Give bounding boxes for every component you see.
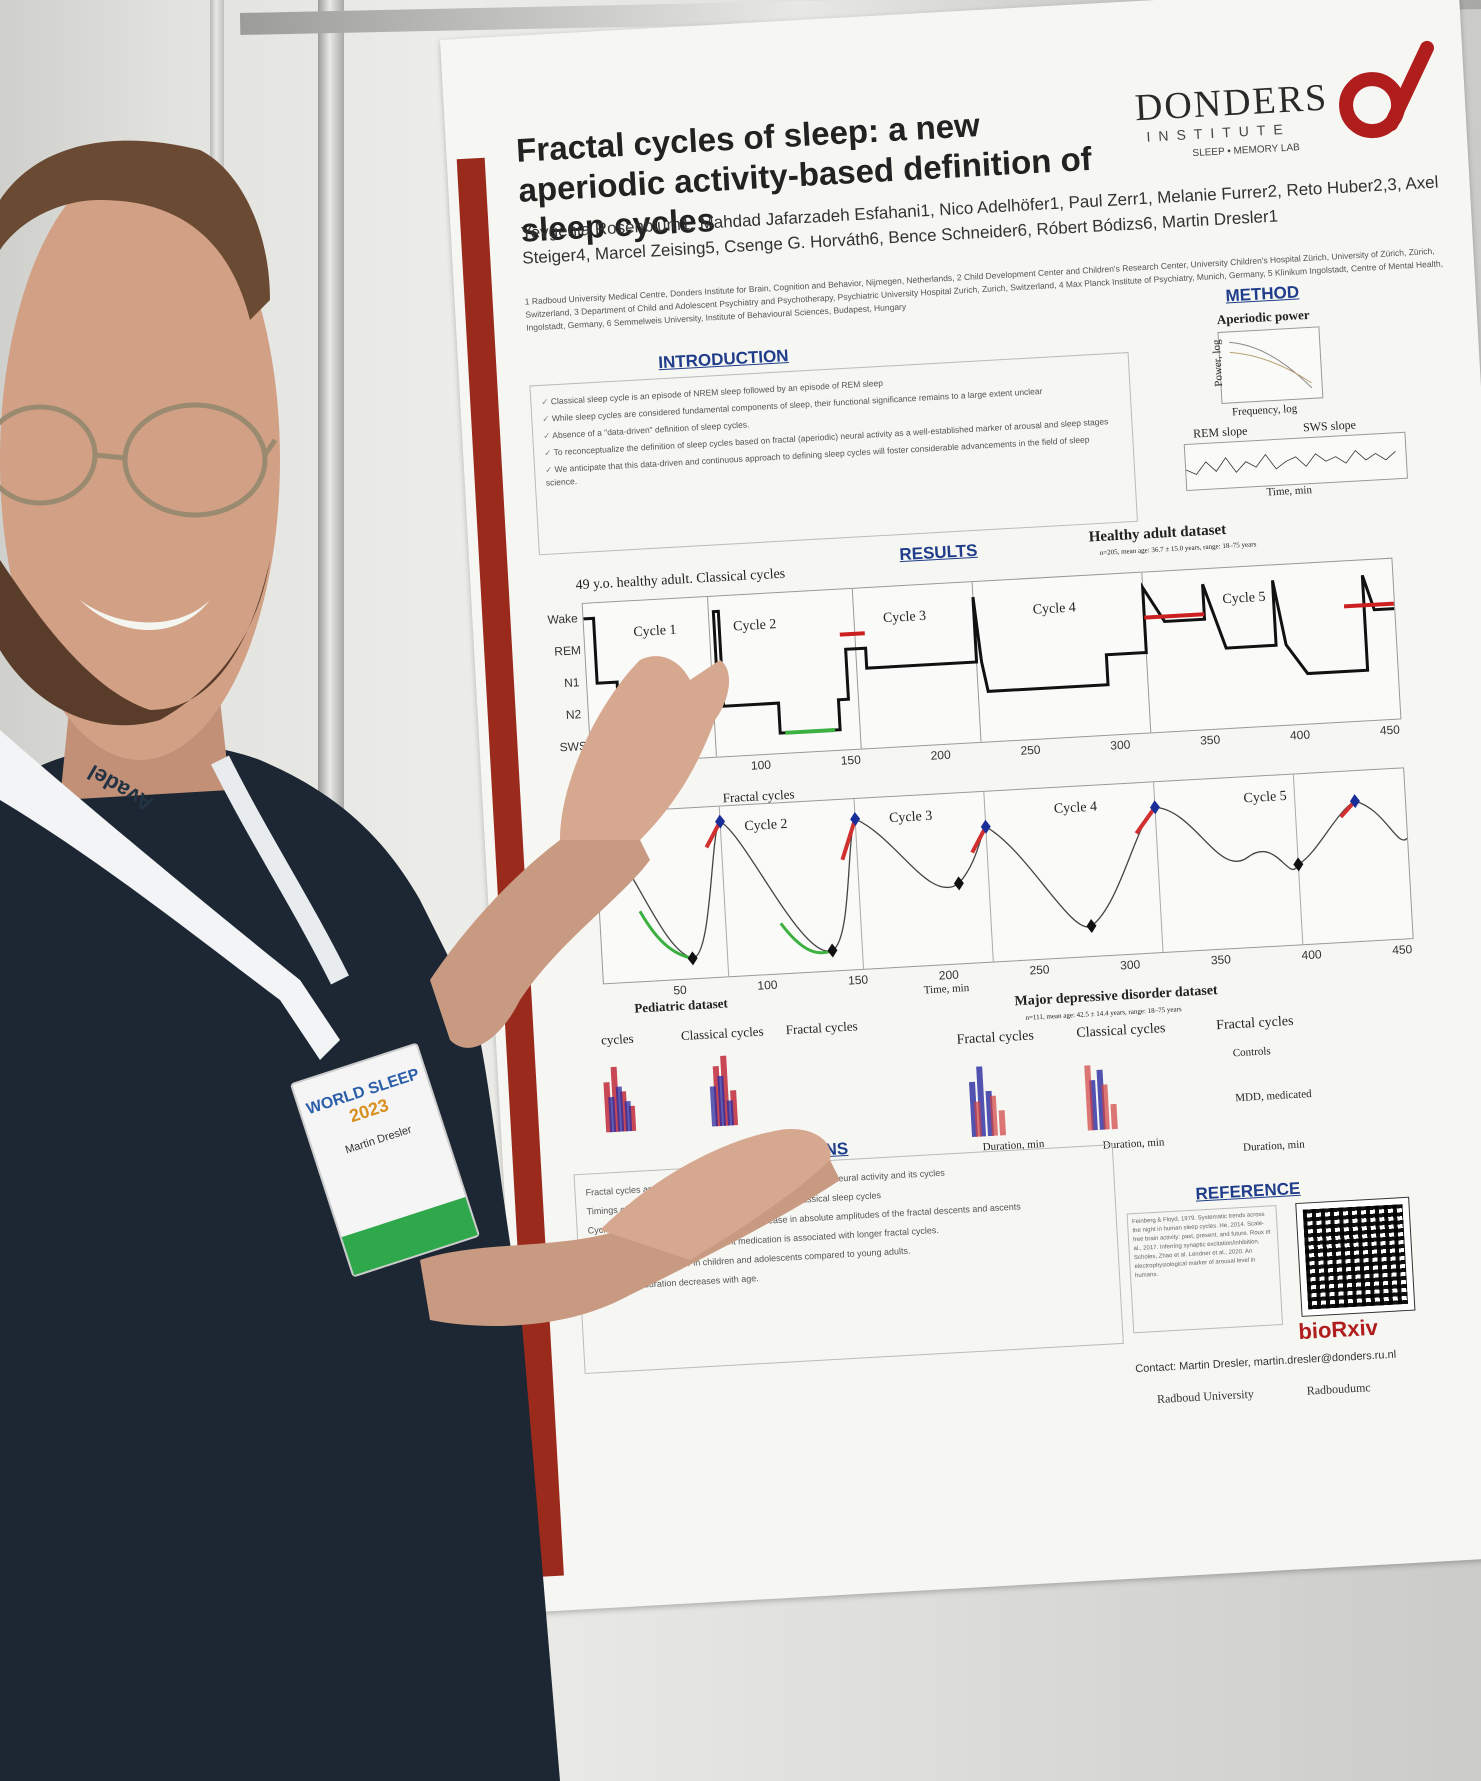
slope-trace: [1186, 449, 1396, 475]
contact-info: Contact: Martin Dresler, martin.dresler@…: [1134, 1348, 1397, 1376]
reference-list: Feinberg & Floyd, 1979. Systematic trend…: [1126, 1205, 1284, 1334]
radboudumc-logo: Radboudumc: [1306, 1380, 1372, 1398]
reference-heading: REFERENCE: [1195, 1178, 1301, 1204]
booth-frame-pole-left: [210, 0, 224, 520]
x-tick: 100: [757, 977, 778, 993]
duration-label: Duration, min: [1242, 1138, 1306, 1154]
x-tick: 150: [840, 752, 862, 768]
stage-label: REM: [553, 643, 582, 659]
x-tick: 50: [673, 982, 688, 998]
method-rem-slope: REM slope: [1192, 423, 1248, 441]
mdd-panel-label: Fractal cycles: [1215, 1013, 1294, 1034]
x-tick: 200: [930, 747, 952, 763]
biorxiv-logo: bioRxiv: [1297, 1314, 1379, 1345]
pediatric-histograms: [603, 1055, 739, 1133]
method-slope-plot: [1183, 431, 1408, 492]
pediatric-panel-label: Fractal cycles: [785, 1018, 858, 1038]
x-tick: 200: [938, 967, 960, 983]
pediatric-panel-label: cycles: [600, 1030, 634, 1048]
hypnogram-title: 49 y.o. healthy adult. Classical cycles: [575, 566, 786, 594]
x-tick: 300: [1119, 957, 1141, 973]
mdd-panel-label: Fractal cycles: [956, 1028, 1035, 1048]
booth-frame-pole: [318, 0, 344, 1781]
x-tick: 450: [1391, 942, 1413, 958]
fractal-cycle-label: Cycle 4: [1053, 799, 1098, 817]
fractal-cycle-label: Cycle 2: [743, 816, 788, 835]
method-heading: METHOD: [1224, 282, 1300, 306]
stage-label: N1: [563, 675, 580, 691]
results-heading: RESULTS: [898, 540, 978, 565]
mdd-dataset-title: Major depressive disorder dataset: [1014, 983, 1219, 1010]
x-tick: 400: [1289, 727, 1311, 743]
fractal-ylabel: Fractal slopes, z: [555, 859, 572, 932]
method-aperiodic-title: Aperiodic power: [1216, 306, 1310, 328]
radboud-university-logo: Radboud University: [1156, 1386, 1255, 1407]
fractal-xlabel: Time, min: [923, 981, 970, 997]
donders-logo-name: DONDERS: [1133, 76, 1330, 130]
cycle-label: Cycle 2: [732, 617, 777, 635]
x-tick: 350: [1210, 952, 1232, 968]
x-tick: 250: [1020, 742, 1041, 758]
legend-mdd: MDD, medicated: [1234, 1088, 1312, 1105]
donders-logo-lab: SLEEP • MEMORY LAB: [1192, 142, 1301, 160]
x-tick: 50: [667, 762, 682, 778]
intro-heading: INTRODUCTION: [657, 346, 790, 373]
scientific-poster: Fractal cycles of sleep: a new aperiodic…: [440, 0, 1481, 1613]
x-tick: 250: [1029, 962, 1050, 978]
x-tick: 450: [1379, 722, 1401, 738]
x-tick: 0: [590, 767, 599, 782]
intro-box: Classical sleep cycle is an episode of N…: [529, 352, 1138, 556]
stage-label: N2: [565, 707, 582, 723]
qr-code[interactable]: [1295, 1196, 1416, 1317]
cycle-label: Cycle 5: [1222, 589, 1266, 608]
fractal-cycle-label: Cycle 3: [888, 808, 933, 827]
fractal-cycle-label: Cycle 5: [1243, 788, 1288, 807]
donders-logo-icon: [1339, 40, 1434, 139]
method-power-ylabel: Power, log: [1210, 339, 1226, 387]
method-sws-slope: SWS slope: [1302, 417, 1357, 435]
cycle-label: Cycle 1: [632, 622, 677, 641]
pediatric-panel-label: Classical cycles: [680, 1023, 764, 1044]
mdd-histograms: [968, 1065, 1118, 1138]
method-power-xlabel: Frequency, log: [1231, 402, 1298, 419]
mdd-panel-label: Classical cycles: [1076, 1021, 1166, 1042]
x-tick: 100: [750, 757, 772, 773]
x-tick: 300: [1109, 737, 1131, 753]
x-tick: 350: [1199, 732, 1221, 748]
cycle-label: Cycle 4: [1032, 600, 1077, 618]
stage-label: Wake: [547, 611, 579, 627]
x-tick: 400: [1301, 947, 1322, 963]
method-power-plot: [1217, 326, 1324, 404]
pediatric-dataset-title: Pediatric dataset: [633, 995, 729, 1016]
conclusions-box: Fractal cycles are a biologically plausi…: [573, 1144, 1124, 1375]
stage-label: SWS: [559, 738, 588, 755]
method-time-label: Time, min: [1266, 484, 1313, 499]
legend-controls: Controls: [1232, 1045, 1271, 1060]
power-curve: [1229, 341, 1313, 389]
cycle-label: Cycle 3: [882, 608, 927, 627]
x-tick: 150: [847, 972, 869, 988]
